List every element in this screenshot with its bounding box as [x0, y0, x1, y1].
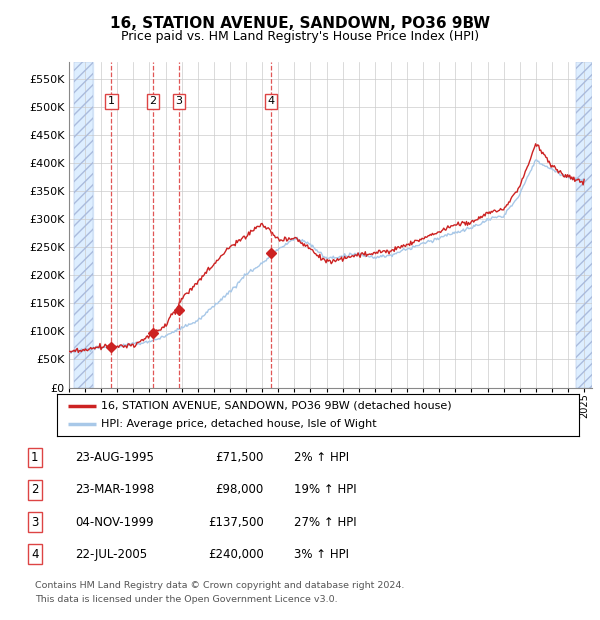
- Text: 2: 2: [31, 484, 38, 496]
- Text: £98,000: £98,000: [216, 484, 264, 496]
- Text: 23-AUG-1995: 23-AUG-1995: [75, 451, 154, 464]
- Text: This data is licensed under the Open Government Licence v3.0.: This data is licensed under the Open Gov…: [35, 595, 337, 604]
- Text: £137,500: £137,500: [208, 516, 264, 528]
- Text: 3: 3: [176, 96, 182, 106]
- Text: 23-MAR-1998: 23-MAR-1998: [75, 484, 154, 496]
- Text: 3: 3: [31, 516, 38, 528]
- Text: 16, STATION AVENUE, SANDOWN, PO36 9BW: 16, STATION AVENUE, SANDOWN, PO36 9BW: [110, 16, 490, 31]
- Text: £71,500: £71,500: [215, 451, 264, 464]
- Text: 4: 4: [31, 548, 38, 560]
- Text: 2% ↑ HPI: 2% ↑ HPI: [294, 451, 349, 464]
- Text: Contains HM Land Registry data © Crown copyright and database right 2024.: Contains HM Land Registry data © Crown c…: [35, 582, 404, 590]
- Text: 16, STATION AVENUE, SANDOWN, PO36 9BW (detached house): 16, STATION AVENUE, SANDOWN, PO36 9BW (d…: [101, 401, 452, 410]
- Text: 1: 1: [108, 96, 115, 106]
- Bar: [74, 62, 93, 388]
- Text: 4: 4: [268, 96, 275, 106]
- Text: Price paid vs. HM Land Registry's House Price Index (HPI): Price paid vs. HM Land Registry's House …: [121, 30, 479, 43]
- Bar: [576, 62, 592, 388]
- Text: £240,000: £240,000: [208, 548, 264, 560]
- Text: 3% ↑ HPI: 3% ↑ HPI: [294, 548, 349, 560]
- Text: 27% ↑ HPI: 27% ↑ HPI: [294, 516, 356, 528]
- Text: 1: 1: [31, 451, 38, 464]
- Text: 19% ↑ HPI: 19% ↑ HPI: [294, 484, 356, 496]
- Text: 04-NOV-1999: 04-NOV-1999: [75, 516, 154, 528]
- Text: 22-JUL-2005: 22-JUL-2005: [75, 548, 147, 560]
- Text: 2: 2: [149, 96, 157, 106]
- Bar: [576, 62, 592, 388]
- Bar: [74, 62, 93, 388]
- Text: HPI: Average price, detached house, Isle of Wight: HPI: Average price, detached house, Isle…: [101, 419, 377, 429]
